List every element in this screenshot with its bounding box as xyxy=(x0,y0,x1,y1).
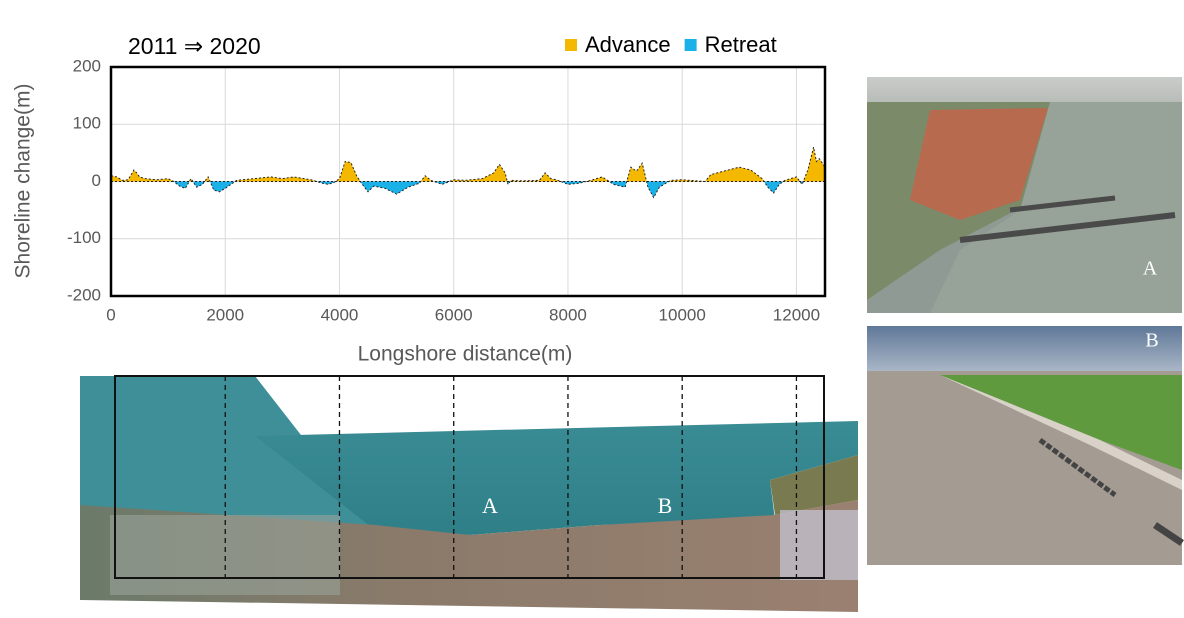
y-tick-label: -100 xyxy=(67,228,101,247)
chart-title: 2011 ⇒ 2020 xyxy=(128,33,261,59)
legend-label: Advance xyxy=(585,32,671,57)
photo-b: B xyxy=(867,326,1182,565)
satellite-map: A B xyxy=(80,375,858,612)
y-tick-label: -200 xyxy=(67,285,101,304)
y-tick-label: 100 xyxy=(73,114,101,133)
photo-a: A xyxy=(867,77,1182,313)
x-tick-label: 2000 xyxy=(206,305,244,324)
x-tick-label: 12000 xyxy=(773,305,820,324)
x-tick-label: 4000 xyxy=(321,305,359,324)
y-tick-label: 200 xyxy=(73,56,101,75)
map-label: A xyxy=(482,493,498,518)
map-label: B xyxy=(658,493,673,518)
photo-label: A xyxy=(1143,258,1158,280)
x-axis-title: Longshore distance(m) xyxy=(358,343,573,366)
x-tick-label: 6000 xyxy=(435,305,473,324)
page: {"chart_data": {"type": "area", "title":… xyxy=(0,0,1184,618)
legend-swatch xyxy=(565,39,577,51)
y-axis-title: Shoreline change(m) xyxy=(12,84,35,279)
photo-label: B xyxy=(1145,330,1158,352)
x-tick-label: 0 xyxy=(106,305,115,324)
legend-label: Retreat xyxy=(705,32,777,57)
x-tick-label: 10000 xyxy=(659,305,706,324)
figure: A B A B 2011 ⇒ 2020 Longshore distance(m… xyxy=(0,0,1184,618)
x-tick-label: 8000 xyxy=(549,305,587,324)
y-tick-label: 0 xyxy=(92,171,101,190)
legend-swatch xyxy=(685,39,697,51)
